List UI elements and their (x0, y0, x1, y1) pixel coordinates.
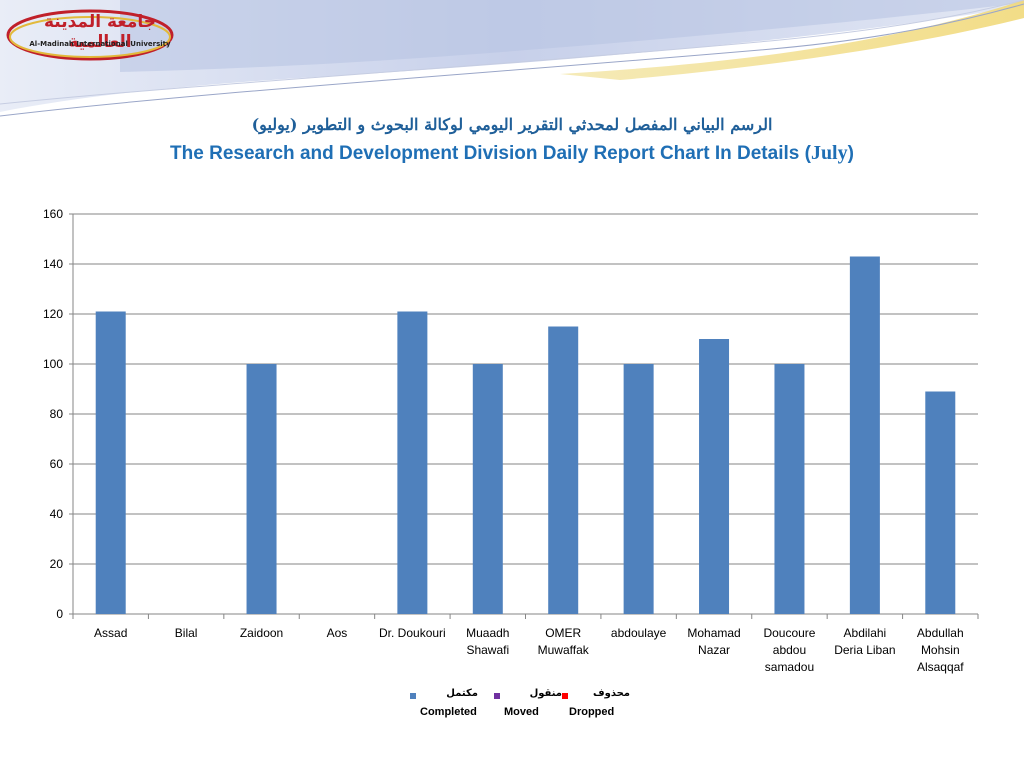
x-category-label: OMER Muwaffak (538, 626, 590, 657)
x-category-label-line: Shawafi (466, 643, 509, 657)
legend-swatch-dropped (562, 693, 568, 699)
legend-english-label: Moved (504, 706, 539, 718)
y-tick-label: 20 (50, 557, 64, 571)
x-category-label-line: Muaadh (466, 626, 509, 640)
x-category-label-line: Nazar (698, 643, 730, 657)
bar-completed-10 (849, 256, 880, 614)
x-category-label-line: Mohamad (687, 626, 740, 640)
legend-item-completed: مكتمل Completed (408, 688, 478, 728)
x-category-label-line: Dr. Doukouri (379, 626, 446, 640)
legend-arabic-label: منقول (529, 688, 562, 699)
bar-completed-0 (95, 311, 126, 614)
logo-english-text: Al-Madinah International University (29, 40, 171, 48)
y-tick-label: 0 (56, 607, 63, 621)
university-logo: جامعة المدينة العالمية Al-Madinah Intern… (4, 6, 174, 64)
x-category-label: Abdullah Mohsin Alsaqqaf (917, 626, 964, 674)
legend-english-label: Completed (420, 706, 477, 718)
x-category-label: Zaidoon (240, 626, 283, 640)
x-category-label-line: Deria Liban (834, 643, 895, 657)
x-category-label: Doucoure abdou samadou (763, 626, 815, 674)
y-tick-label: 80 (50, 407, 64, 421)
bar-completed-7 (623, 364, 654, 614)
x-category-label-line: Alsaqqaf (917, 660, 964, 674)
x-category-label: Assad (94, 626, 127, 640)
chart-legend: مكتمل Completed منقول Moved محذوف Dropped (0, 688, 1024, 728)
y-tick-label: 120 (43, 307, 63, 321)
legend-item-moved: منقول Moved (492, 688, 562, 728)
x-category-label: Aos (327, 626, 348, 640)
english-title-main: The Research and Development Division Da… (170, 143, 811, 164)
x-category-label-line: Muwaffak (538, 643, 590, 657)
x-category-label: abdoulaye (611, 626, 667, 640)
x-category-label: Abdilahi Deria Liban (834, 626, 895, 657)
x-category-label-line: Assad (94, 626, 127, 640)
bar-completed-5 (472, 364, 503, 614)
legend-swatch-completed (410, 693, 416, 699)
x-category-label-line: abdoulaye (611, 626, 667, 640)
logo-arabic-text: جامعة المدينة العالمية (43, 12, 157, 52)
english-title-month: July (810, 142, 848, 164)
bar-completed-6 (548, 326, 579, 614)
y-tick-label: 40 (50, 507, 64, 521)
y-tick-label: 160 (43, 207, 63, 221)
legend-english-label: Dropped (569, 706, 615, 718)
x-category-label-line: abdou (773, 643, 806, 657)
x-category-label-line: Bilal (175, 626, 198, 640)
english-title-close: ) (847, 143, 854, 164)
x-category-label-line: Zaidoon (240, 626, 283, 640)
x-category-label-line: Abdilahi (844, 626, 887, 640)
bar-completed-9 (774, 364, 805, 614)
header-swoosh-decoration (0, 0, 1024, 117)
x-category-label-line: Aos (327, 626, 348, 640)
legend-item-dropped: محذوف Dropped (560, 688, 630, 728)
y-tick-label: 60 (50, 457, 64, 471)
x-category-label: Bilal (175, 626, 198, 640)
x-category-label: Mohamad Nazar (687, 626, 740, 657)
x-category-label-line: Mohsin (921, 643, 960, 657)
bar-completed-4 (397, 311, 428, 614)
x-category-label-line: Abdullah (917, 626, 964, 640)
english-title: The Research and Development Division Da… (0, 138, 1024, 169)
y-tick-label: 100 (43, 357, 63, 371)
x-category-label-line: OMER (545, 626, 581, 640)
bar-completed-8 (699, 339, 730, 614)
x-category-label: Dr. Doukouri (379, 626, 446, 640)
y-tick-label: 140 (43, 257, 63, 271)
bar-completed-2 (246, 364, 277, 614)
legend-arabic-label: مكتمل (446, 688, 478, 699)
x-category-label: Muaadh Shawafi (466, 626, 509, 657)
bar-chart: 0 20 40 60 80 100 120 140 160 Assad Bilal Zaidoon Ao… (43, 207, 979, 674)
slide-titles: الرسم البياني المفصل لمحدثي التقرير اليو… (0, 112, 1024, 169)
arabic-title: الرسم البياني المفصل لمحدثي التقرير اليو… (251, 115, 773, 134)
x-category-label-line: Doucoure (763, 626, 815, 640)
x-category-label-line: samadou (765, 660, 814, 674)
legend-arabic-label: محذوف (592, 688, 630, 699)
legend-swatch-moved (494, 693, 500, 699)
bar-completed-11 (925, 391, 956, 614)
